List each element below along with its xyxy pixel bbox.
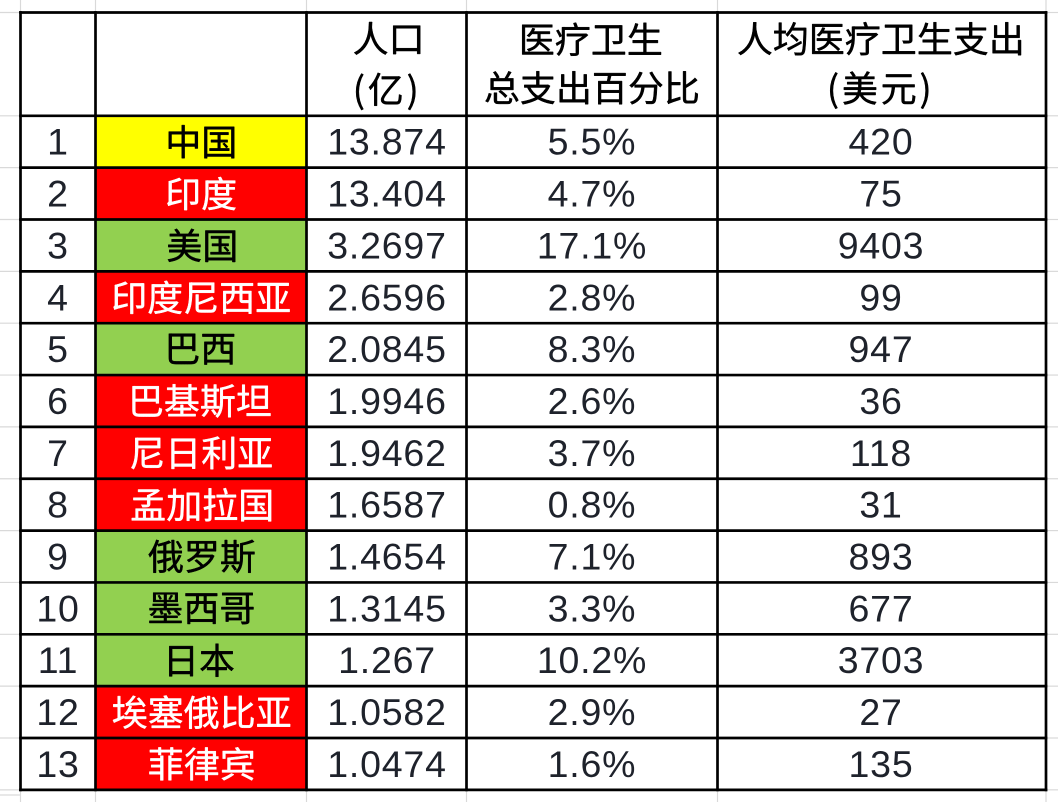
- svg-text:8.3%: 8.3%: [548, 328, 637, 370]
- svg-text:3.3%: 3.3%: [548, 587, 637, 629]
- svg-text:135: 135: [849, 743, 914, 785]
- svg-text:2.9%: 2.9%: [548, 691, 637, 733]
- svg-text:4: 4: [47, 276, 69, 318]
- svg-text:420: 420: [849, 121, 914, 163]
- svg-text:1.6%: 1.6%: [548, 743, 637, 785]
- svg-text:5.5%: 5.5%: [548, 121, 637, 163]
- svg-text:1: 1: [47, 121, 69, 163]
- svg-text:2.8%: 2.8%: [548, 276, 637, 318]
- svg-text:7.1%: 7.1%: [548, 536, 637, 578]
- svg-text:1.3145: 1.3145: [327, 587, 447, 629]
- svg-text:13.404: 13.404: [327, 173, 447, 215]
- svg-text:5: 5: [47, 328, 69, 370]
- svg-text:2.0845: 2.0845: [327, 328, 447, 370]
- svg-text:9: 9: [47, 536, 69, 578]
- svg-text:2.6%: 2.6%: [548, 380, 637, 422]
- svg-text:12: 12: [36, 691, 79, 733]
- svg-text:2: 2: [47, 173, 69, 215]
- svg-text:27: 27: [859, 691, 902, 733]
- svg-text:0.8%: 0.8%: [548, 484, 637, 526]
- svg-text:7: 7: [47, 432, 69, 474]
- svg-text:6: 6: [47, 380, 69, 422]
- svg-text:17.1%: 17.1%: [537, 224, 647, 266]
- svg-text:31: 31: [859, 484, 902, 526]
- svg-text:1.0474: 1.0474: [327, 743, 447, 785]
- svg-text:8: 8: [47, 484, 69, 526]
- svg-text:75: 75: [859, 173, 902, 215]
- svg-text:10: 10: [36, 587, 79, 629]
- svg-text:10.2%: 10.2%: [537, 639, 647, 681]
- svg-text:3703: 3703: [838, 639, 925, 681]
- svg-text:1.9462: 1.9462: [327, 432, 447, 474]
- svg-text:9403: 9403: [838, 224, 925, 266]
- svg-text:1.267: 1.267: [338, 639, 436, 681]
- svg-text:36: 36: [859, 380, 902, 422]
- svg-text:893: 893: [849, 536, 914, 578]
- svg-text:99: 99: [859, 276, 902, 318]
- svg-text:3.7%: 3.7%: [548, 432, 637, 474]
- svg-text:11: 11: [38, 639, 79, 681]
- svg-text:4.7%: 4.7%: [548, 173, 637, 215]
- svg-text:1.6587: 1.6587: [327, 484, 447, 526]
- svg-text:677: 677: [849, 587, 914, 629]
- svg-text:947: 947: [849, 328, 914, 370]
- svg-text:3.2697: 3.2697: [327, 224, 447, 266]
- svg-text:1.9946: 1.9946: [327, 380, 447, 422]
- svg-text:118: 118: [850, 432, 912, 474]
- svg-text:13: 13: [36, 743, 79, 785]
- svg-text:2.6596: 2.6596: [327, 276, 447, 318]
- svg-text:3: 3: [47, 224, 69, 266]
- svg-text:1.0582: 1.0582: [327, 691, 447, 733]
- svg-text:13.874: 13.874: [327, 121, 447, 163]
- svg-text:1.4654: 1.4654: [327, 536, 447, 578]
